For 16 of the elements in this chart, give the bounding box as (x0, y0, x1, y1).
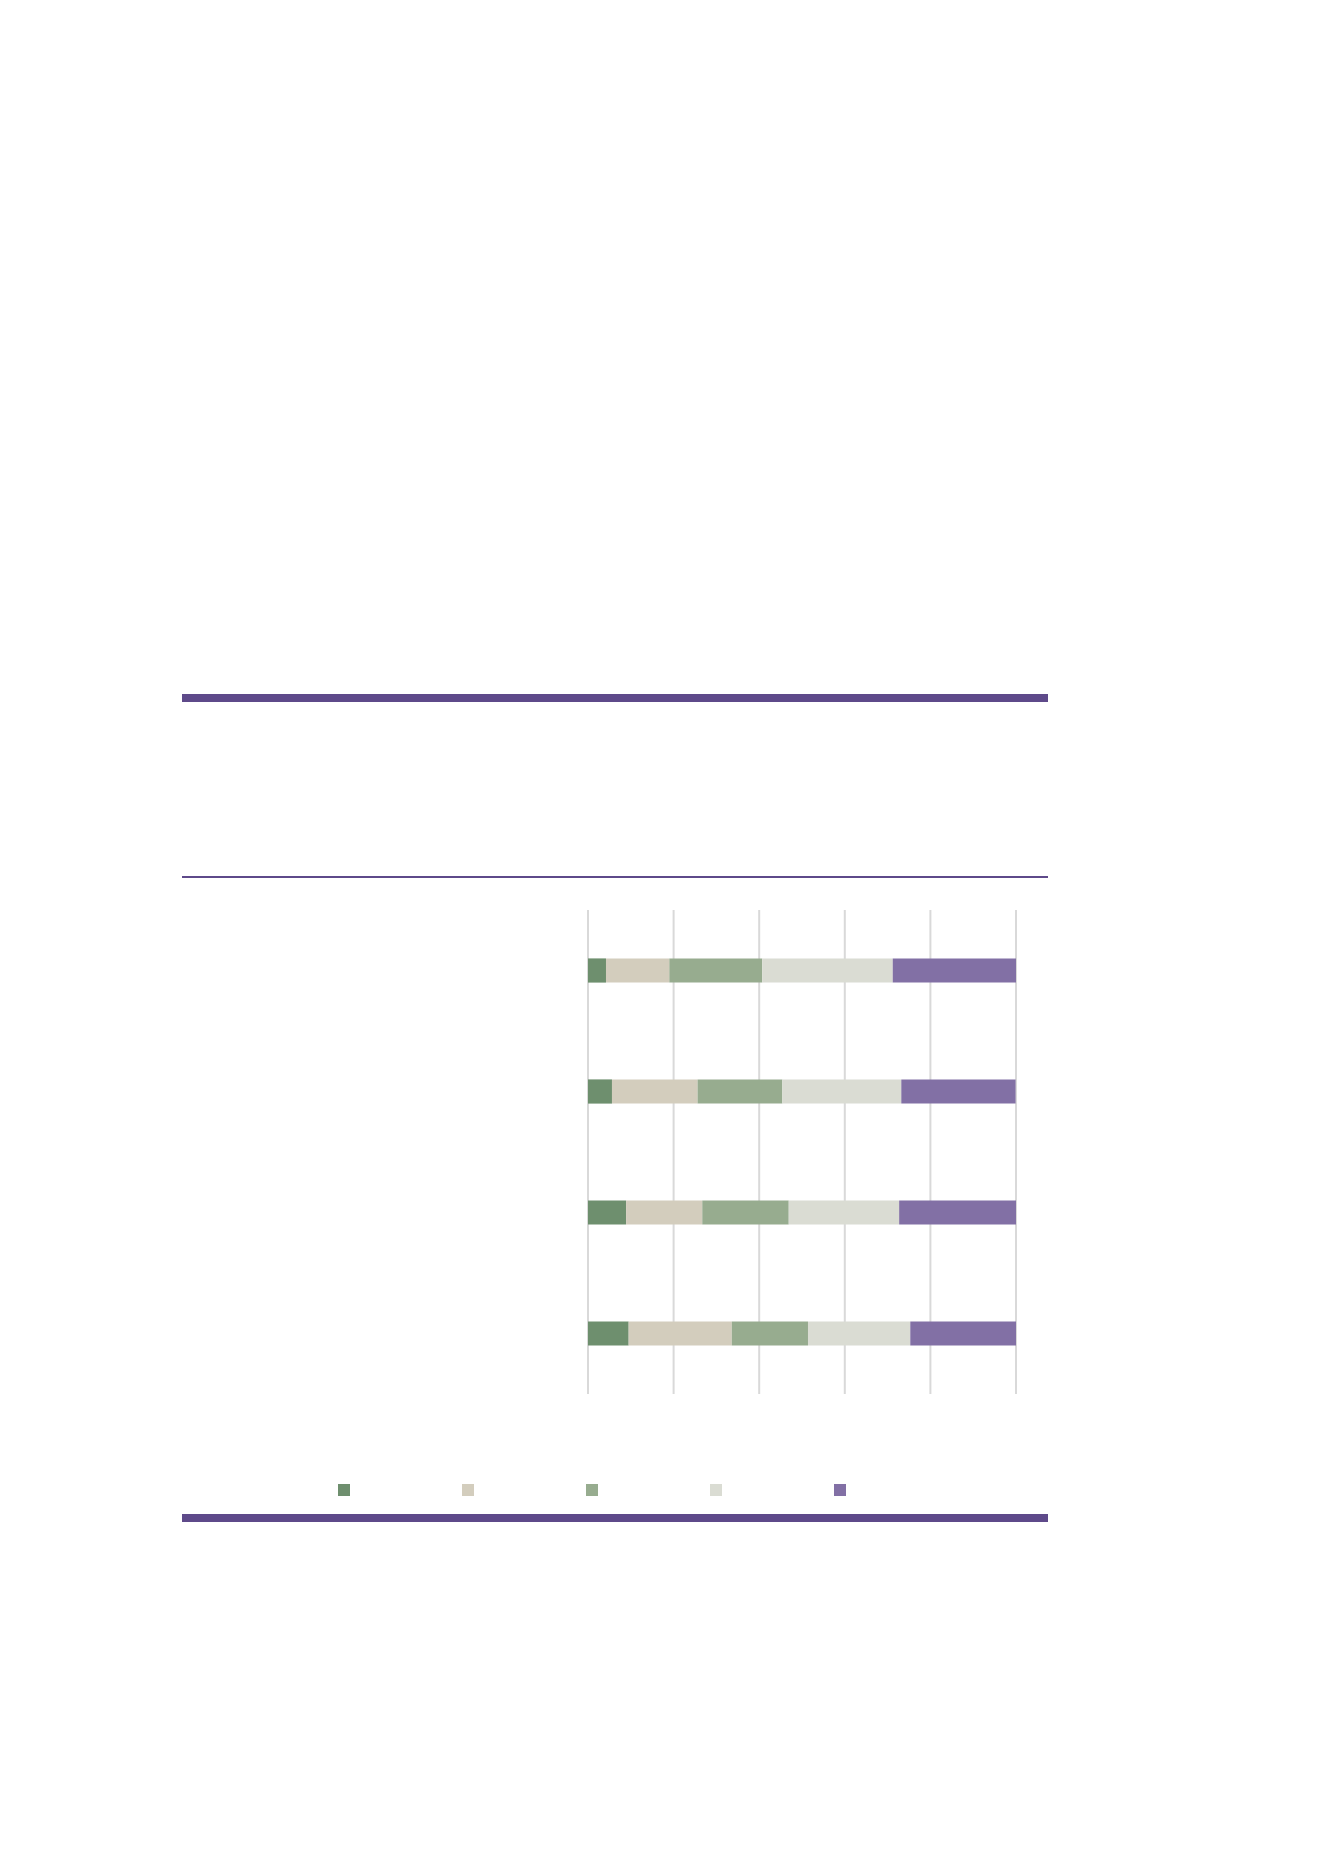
bar (588, 958, 606, 983)
bar (702, 1200, 789, 1225)
bar (588, 1200, 627, 1225)
bar (901, 1079, 1016, 1104)
bar (669, 958, 763, 983)
bar (892, 958, 1016, 983)
bar (626, 1200, 703, 1225)
bar (731, 1321, 808, 1346)
bar (611, 1079, 698, 1104)
bar (628, 1321, 732, 1346)
bar (910, 1321, 1016, 1346)
bar (588, 1321, 629, 1346)
bar (697, 1079, 783, 1104)
bar (899, 1200, 1016, 1225)
bar (605, 958, 670, 983)
bar (588, 1079, 612, 1104)
